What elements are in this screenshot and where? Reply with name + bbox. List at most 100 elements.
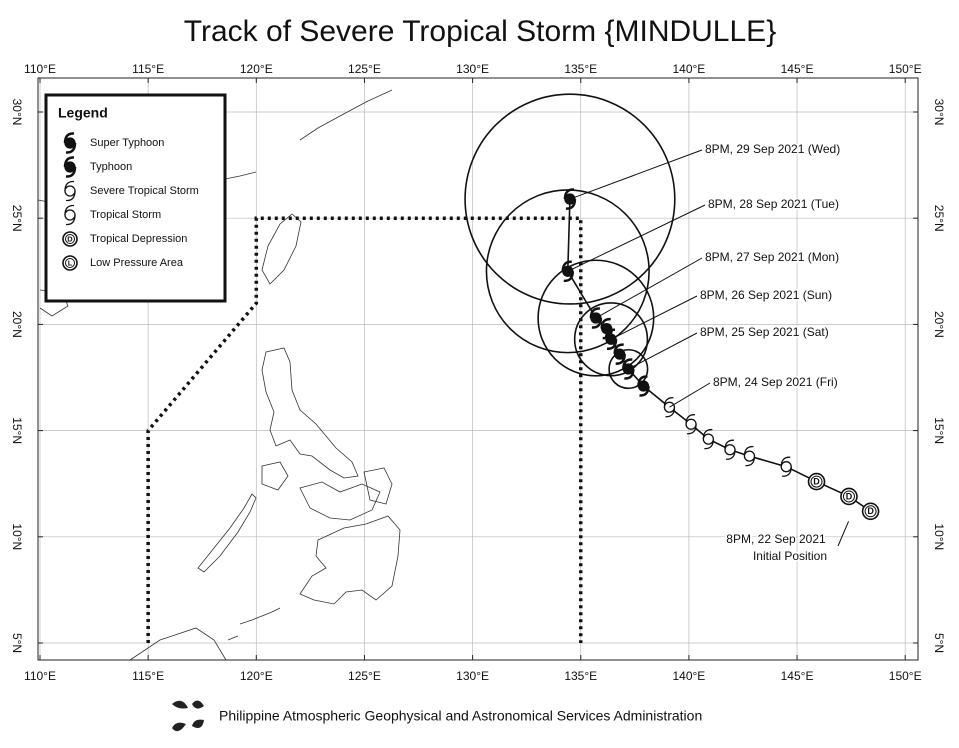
storm-symbol: L — [62, 255, 78, 271]
date-label: 8PM, 24 Sep 2021 (Fri) — [713, 375, 838, 389]
par-boundary — [146, 216, 583, 643]
symbol-core — [64, 161, 76, 173]
legend-label: Severe Tropical Storm — [90, 185, 199, 197]
lat-tick-label: 25°N — [10, 205, 24, 232]
initial-label: 8PM, 22 Sep 2021 — [726, 532, 826, 546]
symbol-core — [685, 418, 697, 430]
lon-tick-label: 135°E — [564, 62, 597, 76]
map-title: Track of Severe Tropical Storm {MINDULLE… — [184, 15, 776, 48]
date-label: 8PM, 29 Sep 2021 (Wed) — [705, 142, 840, 156]
legend-label: Low Pressure Area — [90, 257, 184, 269]
storm-symbol — [613, 343, 626, 365]
symbol-letter: D — [867, 506, 874, 516]
leader-line — [569, 149, 703, 200]
lon-tick-label: 140°E — [672, 62, 705, 76]
storm-symbol — [600, 317, 613, 340]
legend-title: Legend — [58, 105, 108, 121]
lon-tick-label: 150°E — [889, 669, 922, 683]
leader-line — [669, 382, 711, 408]
borneo — [129, 627, 227, 661]
samar-leyte — [363, 467, 393, 505]
lat-tick-label: 5°N — [932, 633, 946, 653]
lon-tick-label: 145°E — [781, 62, 814, 76]
legend-label: Typhoon — [90, 161, 132, 173]
lon-tick-label: 120°E — [240, 62, 273, 76]
lon-tick-label: 120°E — [240, 669, 273, 683]
lat-tick-label: 15°N — [10, 417, 24, 444]
symbol-core — [637, 380, 650, 392]
storm-symbol — [637, 375, 650, 397]
leader-line — [628, 332, 698, 370]
lon-tick-label: 140°E — [672, 669, 705, 683]
lat-tick-label: 10°N — [10, 523, 24, 550]
storm-symbol — [743, 445, 756, 467]
okinawa — [299, 89, 393, 141]
lon-tick-label: 115°E — [132, 669, 164, 683]
leader-line — [567, 204, 706, 272]
symbol-ring — [842, 490, 855, 503]
lat-tick-label: 30°N — [932, 99, 946, 126]
legend-label: Super Typhoon — [90, 137, 164, 149]
lon-tick-label: 130°E — [456, 669, 489, 683]
storm-symbol: D — [861, 502, 880, 521]
storm-symbol — [64, 204, 76, 226]
leader-line — [837, 521, 850, 547]
symbol-core — [601, 322, 613, 335]
symbol-ring — [864, 505, 877, 518]
initial-note: Initial Position — [753, 549, 827, 563]
storm-symbol: D — [62, 231, 78, 247]
luzon — [261, 347, 359, 479]
lon-tick-label: 135°E — [564, 669, 597, 683]
symbol-core — [614, 348, 626, 360]
par-line — [146, 216, 583, 643]
mindanao — [299, 515, 401, 605]
sulu — [227, 607, 281, 641]
lon-tick-label: 130°E — [456, 62, 489, 76]
lon-tick-label: 125°E — [348, 669, 381, 683]
symbol-core — [724, 444, 736, 456]
storm-symbol — [64, 180, 76, 202]
symbol-core — [780, 461, 792, 473]
lat-tick-label: 5°N — [10, 633, 24, 653]
lat-tick-label: 20°N — [932, 311, 946, 338]
forecast-circle — [608, 348, 649, 390]
storm-symbol — [622, 358, 635, 380]
legend: Legend Super Typhoon Typhoon Severe Tropic… — [44, 93, 227, 303]
lon-tick-label: 110°E — [24, 669, 56, 683]
symbol-core — [64, 137, 76, 149]
pagasa-logo — [172, 700, 204, 732]
storm-symbol — [724, 439, 736, 460]
symbol-ring — [810, 475, 823, 488]
legend-label: Tropical Depression — [90, 233, 187, 245]
date-labels: 8PM, 29 Sep 2021 (Wed) 8PM, 28 Sep 2021 (… — [567, 141, 850, 565]
symbol-ring — [65, 258, 75, 268]
mindoro — [261, 461, 289, 491]
lon-tick-label: 145°E — [781, 669, 814, 683]
storm-symbol: D — [840, 487, 858, 506]
lat-tick-label: 20°N — [10, 311, 24, 338]
storm-symbol: D — [807, 472, 826, 491]
date-label: 8PM, 28 Sep 2021 (Tue) — [708, 197, 839, 211]
footer-agency: Philippine Atmospheric Geophysical and A… — [219, 708, 702, 724]
symbol-letter: D — [846, 491, 853, 501]
visayas — [299, 481, 381, 521]
storm-symbol — [702, 428, 715, 450]
symbol-letter: D — [813, 476, 820, 486]
date-label: 8PM, 25 Sep 2021 (Sat) — [700, 325, 829, 339]
date-label: 8PM, 27 Sep 2021 (Mon) — [705, 250, 839, 264]
leader-line — [610, 295, 698, 340]
palawan — [197, 493, 257, 573]
symbol-ring — [65, 234, 75, 244]
symbol-letter: L — [68, 258, 73, 267]
lon-tick-label: 150°E — [889, 62, 922, 76]
lon-tick-label: 115°E — [132, 62, 164, 76]
lat-tick-label: 30°N — [10, 99, 24, 126]
storm-symbol — [685, 414, 697, 435]
lon-tick-label: 125°E — [348, 62, 381, 76]
date-label: 8PM, 26 Sep 2021 (Sun) — [700, 288, 832, 302]
symbol-core — [64, 209, 76, 221]
storm-track: D D D — [561, 188, 880, 521]
storm-symbol — [63, 156, 77, 178]
